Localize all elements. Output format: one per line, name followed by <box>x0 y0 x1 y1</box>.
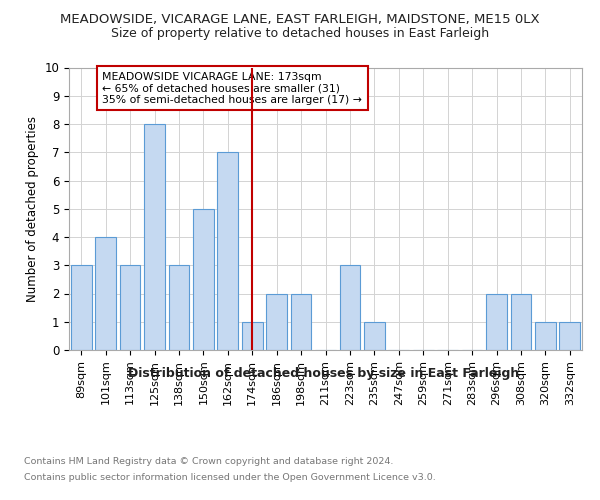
Y-axis label: Number of detached properties: Number of detached properties <box>26 116 39 302</box>
Bar <box>217 152 238 350</box>
Bar <box>290 294 311 350</box>
Text: Distribution of detached houses by size in East Farleigh: Distribution of detached houses by size … <box>128 368 520 380</box>
Bar <box>144 124 165 350</box>
Bar <box>71 265 92 350</box>
Text: Contains public sector information licensed under the Open Government Licence v3: Contains public sector information licen… <box>24 472 436 482</box>
Bar <box>242 322 263 350</box>
Bar <box>535 322 556 350</box>
Bar <box>95 237 116 350</box>
Text: Size of property relative to detached houses in East Farleigh: Size of property relative to detached ho… <box>111 28 489 40</box>
Text: MEADOWSIDE VICARAGE LANE: 173sqm
← 65% of detached houses are smaller (31)
35% o: MEADOWSIDE VICARAGE LANE: 173sqm ← 65% o… <box>103 72 362 105</box>
Bar <box>340 265 361 350</box>
Bar <box>364 322 385 350</box>
Text: MEADOWSIDE, VICARAGE LANE, EAST FARLEIGH, MAIDSTONE, ME15 0LX: MEADOWSIDE, VICARAGE LANE, EAST FARLEIGH… <box>60 12 540 26</box>
Bar <box>511 294 532 350</box>
Bar <box>486 294 507 350</box>
Bar <box>169 265 190 350</box>
Bar <box>193 209 214 350</box>
Text: Contains HM Land Registry data © Crown copyright and database right 2024.: Contains HM Land Registry data © Crown c… <box>24 458 394 466</box>
Bar <box>559 322 580 350</box>
Bar <box>266 294 287 350</box>
Bar <box>119 265 140 350</box>
